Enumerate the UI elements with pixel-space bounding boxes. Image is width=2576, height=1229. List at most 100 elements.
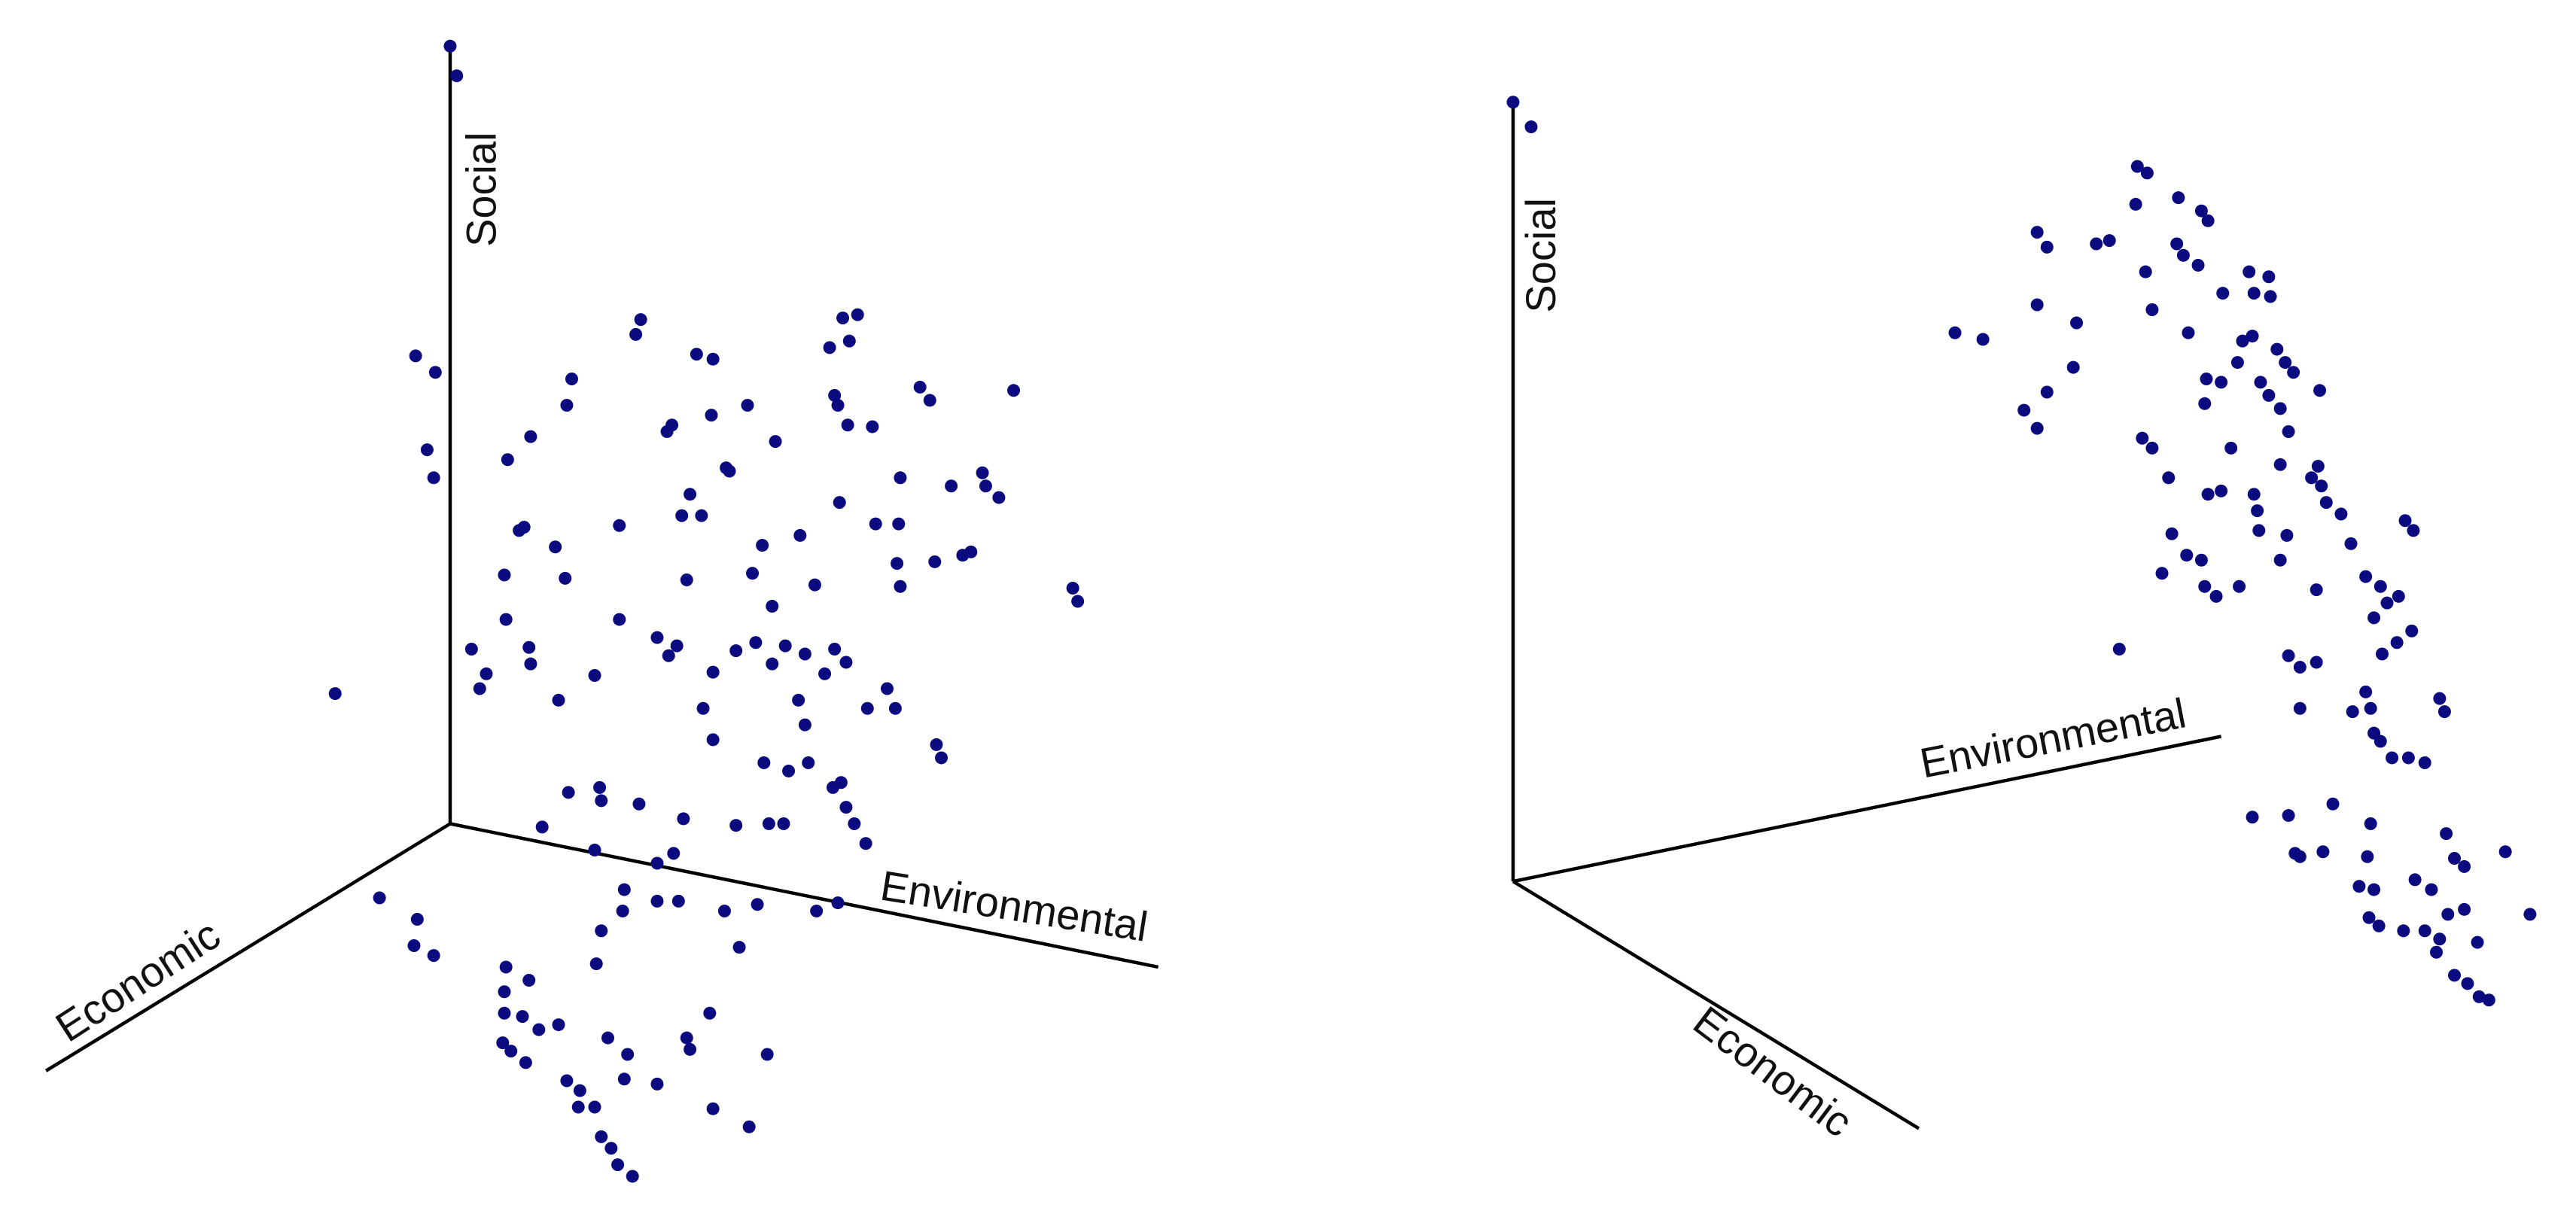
point [1071,595,1085,608]
point [2198,580,2212,593]
point [571,1100,585,1114]
point [496,1036,510,1050]
point [823,341,836,354]
point [2310,583,2323,597]
point [2247,488,2261,501]
point [498,1006,511,1020]
point [2230,356,2244,370]
point [2326,797,2340,811]
point [595,924,608,938]
point [723,464,736,478]
point [535,820,549,834]
point [2191,258,2205,272]
point [565,372,578,385]
point [519,1056,532,1069]
point [2194,204,2208,218]
point [595,794,608,808]
point [808,578,821,592]
point [778,639,792,653]
point [2458,859,2471,873]
point [2372,919,2386,932]
point [842,334,856,348]
axis-label: Social [458,132,505,247]
point [524,430,537,443]
point [667,847,681,860]
point [498,985,511,999]
point [499,960,513,974]
point [552,1018,565,1032]
point [2352,880,2366,893]
point [2362,911,2376,924]
point [2293,661,2307,674]
point [2162,471,2176,485]
point [2176,248,2190,262]
point [2392,589,2405,603]
point [2523,908,2537,921]
point [777,817,790,831]
point [684,488,697,501]
point [410,912,424,926]
point [2279,356,2292,370]
point [2359,685,2373,698]
point [1066,581,1079,595]
point [562,786,575,799]
point [706,1102,720,1115]
point [2458,902,2471,916]
point [782,764,796,777]
point [839,801,853,814]
point [2433,692,2447,705]
point [677,812,690,826]
point [650,1077,664,1091]
point [601,1031,614,1045]
point [760,1048,774,1061]
point [749,636,763,649]
point [634,313,647,327]
point [706,733,720,747]
point [2243,265,2256,278]
point [2254,376,2267,389]
point [706,665,720,679]
point [2461,977,2474,990]
point [2140,166,2154,180]
point [756,539,769,552]
point [869,517,882,531]
point [729,819,743,832]
point [480,667,493,680]
point [2270,342,2284,356]
point [866,420,879,433]
point [662,649,675,662]
point [2408,873,2422,887]
point [859,837,872,850]
point [2440,827,2453,841]
point [792,693,805,707]
point [559,571,572,585]
point [2367,611,2381,625]
point [1007,384,1021,397]
point [935,751,948,765]
point [848,817,861,831]
point [860,701,874,715]
point [560,398,574,412]
point [802,756,815,770]
point [880,682,894,695]
point [2367,883,2381,896]
point [407,938,421,952]
point [2246,811,2259,824]
point [729,644,743,658]
point [828,642,842,656]
point [2364,817,2377,831]
point [2441,908,2455,921]
point [2233,580,2246,593]
point [2405,624,2419,637]
point [798,647,811,661]
point [2030,226,2044,239]
point [588,844,601,857]
point [2313,384,2327,397]
point [831,398,845,412]
axis-label: Economic [1685,996,1861,1145]
point [2103,234,2116,248]
point [2224,441,2238,455]
point [2090,237,2103,251]
point [2448,969,2462,982]
point [2165,527,2179,540]
